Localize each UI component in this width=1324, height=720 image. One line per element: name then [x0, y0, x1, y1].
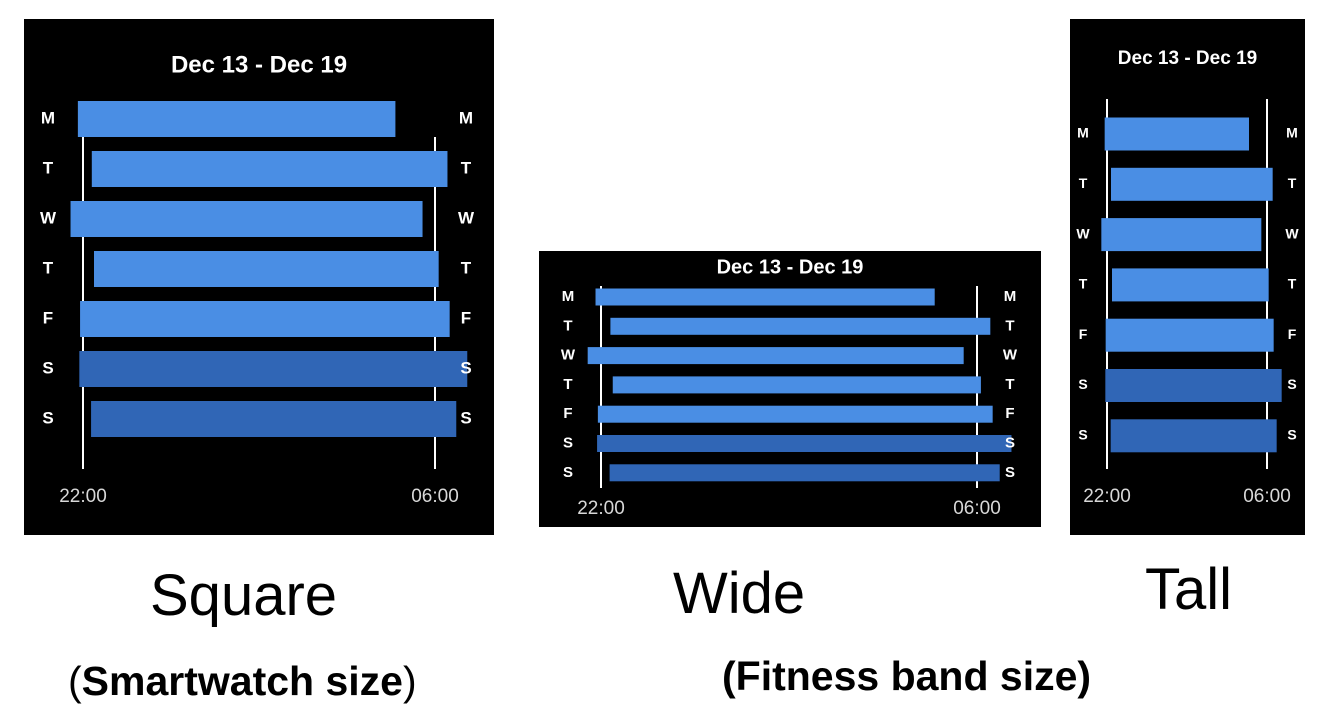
day-label-left: F	[43, 308, 53, 327]
day-label-left: F	[563, 405, 572, 422]
sleep-bar	[94, 251, 439, 287]
x-tick-label-start: 22:00	[577, 498, 625, 519]
day-label-left: W	[561, 347, 576, 364]
day-label-right: M	[1004, 288, 1017, 305]
x-tick-label-start: 22:00	[1083, 486, 1131, 507]
fitness-band-size-caption: (Fitness band size)	[722, 653, 1091, 700]
day-label-left: M	[1077, 125, 1089, 141]
day-label-right: M	[1286, 125, 1298, 141]
sleep-bar	[610, 317, 991, 335]
square-chart-svg: Dec 13 - Dec 19 M M T T W W T T F F S S S S 22:00 06:00	[40, 51, 475, 507]
day-label-right: S	[1287, 376, 1296, 392]
sleep-bar	[79, 351, 468, 387]
day-label-right: T	[461, 158, 472, 177]
sleep-bar	[1112, 268, 1269, 302]
day-label-left: S	[1078, 376, 1087, 392]
day-label-right: F	[1005, 405, 1014, 422]
day-label-right: W	[1003, 347, 1018, 364]
day-label-right: F	[1288, 326, 1297, 342]
day-label-left: M	[41, 108, 55, 127]
day-label-left: T	[1079, 175, 1088, 191]
day-label-left: M	[562, 288, 575, 305]
sleep-bar	[1101, 218, 1262, 252]
day-label-left: T	[563, 317, 572, 334]
day-label-left: S	[563, 434, 573, 451]
x-tick-label-start: 22:00	[59, 486, 107, 507]
wide-chart-svg: Dec 13 - Dec 19M MT TW WT TF FS SS S22:00 06:00	[561, 256, 1018, 519]
sleep-bar	[597, 435, 1012, 452]
day-label-left: F	[1079, 326, 1088, 342]
sleep-bar	[91, 401, 457, 437]
day-label-left: T	[43, 158, 54, 177]
sleep-bar	[612, 376, 981, 394]
smartwatch-size-caption: (Smartwatch size)	[68, 658, 417, 705]
chart-title: Dec 13 - Dec 19	[171, 51, 347, 78]
smartwatch-close-paren: )	[402, 658, 417, 704]
day-label-right: F	[461, 308, 471, 327]
sleep-bar	[597, 405, 993, 423]
day-label-right: S	[460, 358, 471, 377]
fitness-band-size-label: (Fitness band size)	[722, 653, 1092, 699]
smartwatch-open-paren: (	[68, 658, 82, 704]
day-label-right: T	[1005, 317, 1014, 334]
day-label-right: W	[1285, 225, 1299, 241]
day-label-right: T	[1288, 276, 1297, 292]
tall-chart-svg: Dec 13 - Dec 19 M M T T W W T T F F S S S S 22:00 06:00	[1076, 48, 1299, 507]
smartwatch-size-label: Smartwatch size	[81, 658, 403, 704]
day-label-left: S	[42, 408, 53, 427]
tall-chart-panel: Dec 13 - Dec 19 M M T T W W T T F F S S S S 22:00 06:00	[1070, 19, 1305, 535]
sleep-bar	[91, 151, 448, 187]
sleep-bar	[595, 288, 935, 306]
sleep-bar	[1110, 419, 1277, 453]
wide-caption: Wide	[673, 561, 806, 626]
day-label-right: W	[458, 208, 475, 227]
day-label-left: T	[43, 258, 54, 277]
day-label-right: S	[1005, 434, 1015, 451]
day-label-left: S	[1078, 427, 1087, 443]
day-label-right: S	[1005, 464, 1015, 481]
sleep-bar	[70, 201, 423, 237]
tall-caption: Tall	[1145, 557, 1233, 622]
day-label-left: T	[563, 376, 572, 393]
day-label-left: S	[42, 358, 53, 377]
sleep-bar	[1104, 117, 1249, 151]
day-label-left: W	[40, 208, 57, 227]
chart-title: Dec 13 - Dec 19	[717, 256, 864, 278]
day-label-left: T	[1079, 276, 1088, 292]
sleep-bar	[1105, 318, 1274, 352]
square-chart-panel: Dec 13 - Dec 19 M M T T W W T T F F S S S S 22:00 06:00	[24, 19, 494, 535]
day-label-right: M	[459, 108, 473, 127]
x-tick-label-end: 06:00	[411, 486, 459, 507]
day-label-right: S	[460, 408, 471, 427]
sleep-bar	[609, 464, 1000, 482]
day-label-left: S	[563, 464, 573, 481]
sleep-bar	[80, 301, 450, 337]
x-tick-label-end: 06:00	[1243, 486, 1291, 507]
chart-title: Dec 13 - Dec 19	[1118, 48, 1257, 69]
sleep-bar	[1105, 369, 1282, 402]
x-tick-label-end: 06:00	[953, 498, 1001, 519]
sleep-bar	[1111, 167, 1273, 201]
day-label-left: W	[1076, 225, 1090, 241]
day-label-right: S	[1287, 427, 1296, 443]
day-label-right: T	[1288, 175, 1297, 191]
sleep-bar	[587, 347, 964, 365]
square-caption: Square	[150, 563, 338, 628]
day-label-right: T	[1005, 376, 1014, 393]
sleep-bar	[77, 101, 396, 137]
day-label-right: T	[461, 258, 472, 277]
wide-chart-panel: Dec 13 - Dec 19 M M T T W W T T F F S S S S 22:00 06:00	[539, 251, 1041, 527]
